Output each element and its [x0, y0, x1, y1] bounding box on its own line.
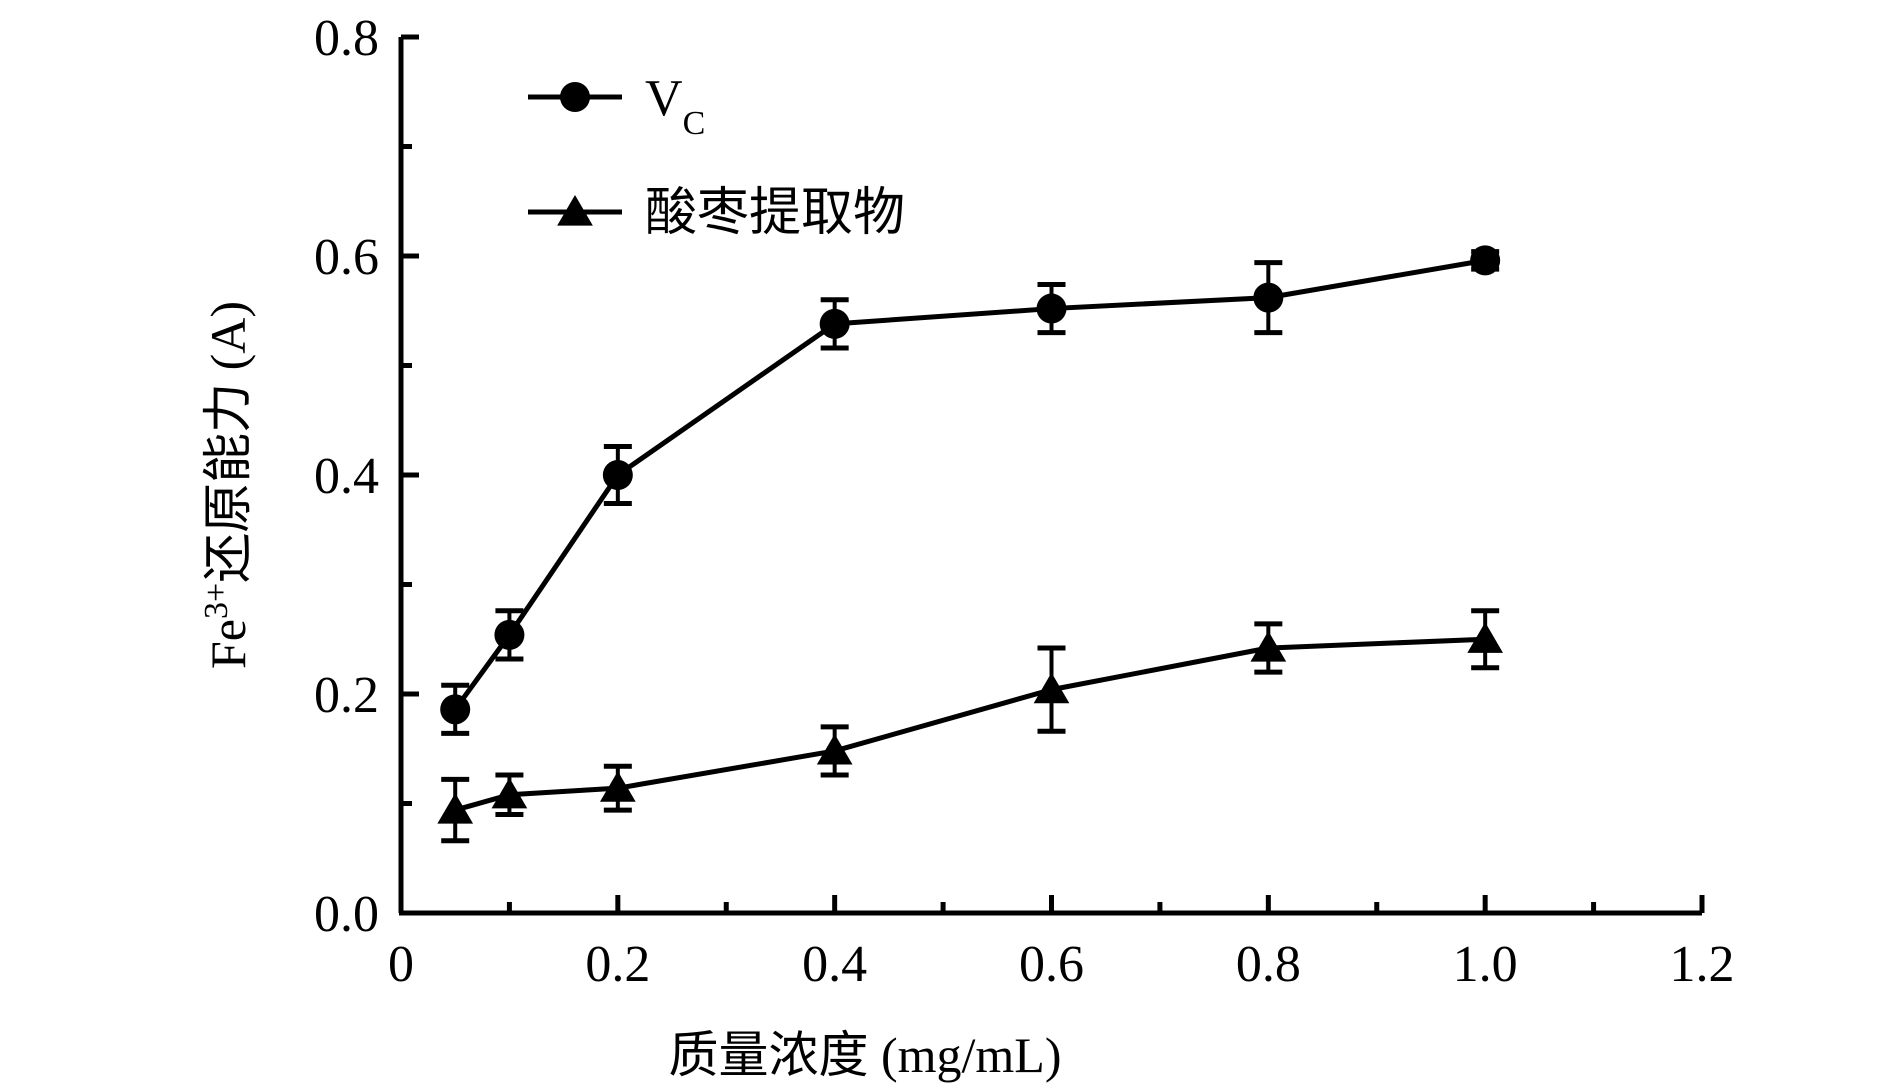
tick-labels: 0 0.2 0.4 0.6 0.8 1.0 1.2 0.0 0.2 0.4 0.6 0.8	[314, 10, 1735, 993]
legend-marker	[557, 195, 593, 226]
legend-label-main: V	[645, 70, 683, 127]
data-point	[494, 619, 525, 650]
y-axis-title-suffix: 还原能力 (A)	[200, 301, 256, 583]
y-axis-title: Fe3+还原能力 (A)	[198, 301, 257, 669]
data-point	[1253, 282, 1284, 313]
data-point	[816, 733, 853, 765]
x-tick-label: 0	[388, 936, 414, 993]
series-1	[440, 245, 1501, 736]
series-line	[454, 636, 1486, 813]
y-axis-title-superscript: 3+	[198, 583, 235, 619]
x-tick-label: 1.0	[1453, 936, 1518, 993]
y-tick-label: 0.6	[314, 229, 379, 286]
legend-entry-1: VC	[528, 70, 705, 142]
y-tick-label: 0.4	[314, 448, 379, 505]
series-layer	[437, 245, 1504, 844]
data-point	[1470, 245, 1501, 276]
data-point	[819, 308, 850, 339]
data-point	[1467, 622, 1504, 653]
x-tick-label: 0.2	[585, 936, 650, 993]
series-2	[437, 608, 1504, 844]
data-point	[491, 777, 528, 809]
y-tick-label: 0.0	[314, 886, 379, 943]
y-tick-label: 0.2	[314, 667, 379, 724]
data-point	[1250, 631, 1287, 662]
data-point	[1033, 672, 1070, 704]
data-point	[1036, 293, 1067, 324]
y-tick-label: 0.8	[314, 10, 379, 67]
legend-marker	[560, 82, 590, 112]
data-point	[599, 771, 636, 802]
x-axis-title: 质量浓度 (mg/mL)	[668, 1027, 1061, 1083]
data-point	[602, 460, 633, 490]
data-point	[437, 793, 474, 824]
x-tick-label: 1.2	[1670, 936, 1735, 993]
x-tick-label: 0.8	[1236, 936, 1301, 993]
x-tick-label: 0.6	[1019, 936, 1084, 993]
y-axis-title-prefix: Fe	[200, 619, 256, 669]
data-point	[440, 694, 471, 725]
legend-label: VC	[645, 70, 705, 142]
legend-label: 酸枣提取物	[645, 185, 905, 242]
x-tick-label: 0.4	[802, 936, 867, 993]
legend: VC 酸枣提取物	[528, 70, 905, 242]
legend-label-main: 酸枣提取物	[645, 185, 905, 242]
legend-entry-2: 酸枣提取物	[528, 185, 905, 242]
legend-label-subscript: C	[683, 105, 706, 142]
axes	[398, 34, 1705, 916]
